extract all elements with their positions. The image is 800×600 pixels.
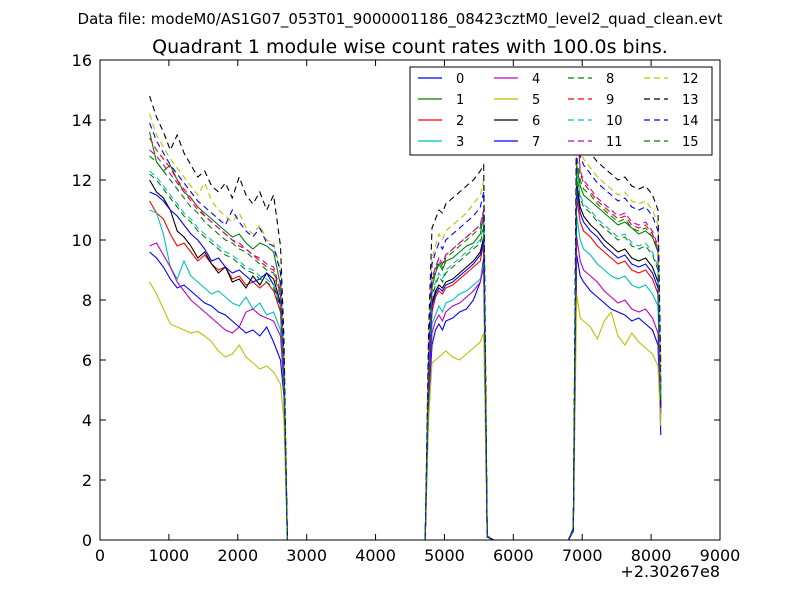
series-line-3 xyxy=(149,209,662,541)
legend-label-4: 4 xyxy=(532,72,540,87)
y-tick-label: 2 xyxy=(82,471,92,490)
x-tick-label: 1000 xyxy=(149,546,190,565)
x-tick-label: 2000 xyxy=(217,546,258,565)
y-tick-label: 14 xyxy=(72,111,92,130)
x-tick-label: 7000 xyxy=(562,546,603,565)
legend-label-9: 9 xyxy=(606,93,614,108)
legend-label-1: 1 xyxy=(456,93,464,108)
y-tick-label: 10 xyxy=(72,231,92,250)
series-line-13 xyxy=(149,92,662,541)
series-layer xyxy=(149,92,662,541)
chart-title: Quadrant 1 module wise count rates with … xyxy=(152,36,668,58)
series-line-15 xyxy=(149,173,662,541)
x-tick-label: 4000 xyxy=(355,546,396,565)
series-line-6 xyxy=(149,179,662,541)
series-line-0 xyxy=(149,251,662,541)
legend-frame xyxy=(409,66,713,156)
x-tick-label: 6000 xyxy=(493,546,534,565)
series-line-12 xyxy=(149,113,662,541)
x-offset-label: +2.30267e8 xyxy=(620,562,720,581)
x-tick-label: 5000 xyxy=(424,546,465,565)
x-tick-label: 8000 xyxy=(631,546,672,565)
legend-label-12: 12 xyxy=(682,72,699,87)
legend-label-11: 11 xyxy=(606,135,623,150)
legend-label-6: 6 xyxy=(532,114,540,129)
legend-label-13: 13 xyxy=(682,93,699,108)
x-tick-label: 9000 xyxy=(700,546,741,565)
x-tick-label: 3000 xyxy=(286,546,327,565)
legend-label-2: 2 xyxy=(456,114,464,129)
y-tick-label: 8 xyxy=(82,291,92,310)
legend-label-14: 14 xyxy=(682,114,699,129)
x-tick-label: 0 xyxy=(95,546,105,565)
legend-label-7: 7 xyxy=(532,135,540,150)
series-line-8 xyxy=(149,155,662,541)
series-line-4 xyxy=(149,236,662,541)
y-tick-label: 4 xyxy=(82,411,92,430)
legend-label-15: 15 xyxy=(682,135,699,150)
legend-label-10: 10 xyxy=(606,114,623,129)
series-line-2 xyxy=(149,197,662,541)
ticks-layer: 0 1000 2000 3000 4000 5000 6000 7000 8000 9000 0 2 4… xyxy=(72,51,741,565)
series-line-11 xyxy=(149,113,662,541)
y-tick-label: 0 xyxy=(82,531,92,550)
series-line-14 xyxy=(149,122,662,541)
legend-label-3: 3 xyxy=(456,135,464,150)
series-line-1 xyxy=(149,131,662,541)
legend-label-0: 0 xyxy=(456,72,464,87)
series-line-10 xyxy=(149,170,662,541)
legend-label-8: 8 xyxy=(606,72,614,87)
legend-label-5: 5 xyxy=(532,93,540,108)
y-tick-label: 12 xyxy=(72,171,92,190)
y-tick-label: 6 xyxy=(82,351,92,370)
series-line-5 xyxy=(149,281,662,541)
series-line-7 xyxy=(149,188,662,541)
chart-suptitle: Data file: modeM0/AS1G07_053T01_90000011… xyxy=(78,10,723,29)
y-tick-label: 16 xyxy=(72,51,92,70)
